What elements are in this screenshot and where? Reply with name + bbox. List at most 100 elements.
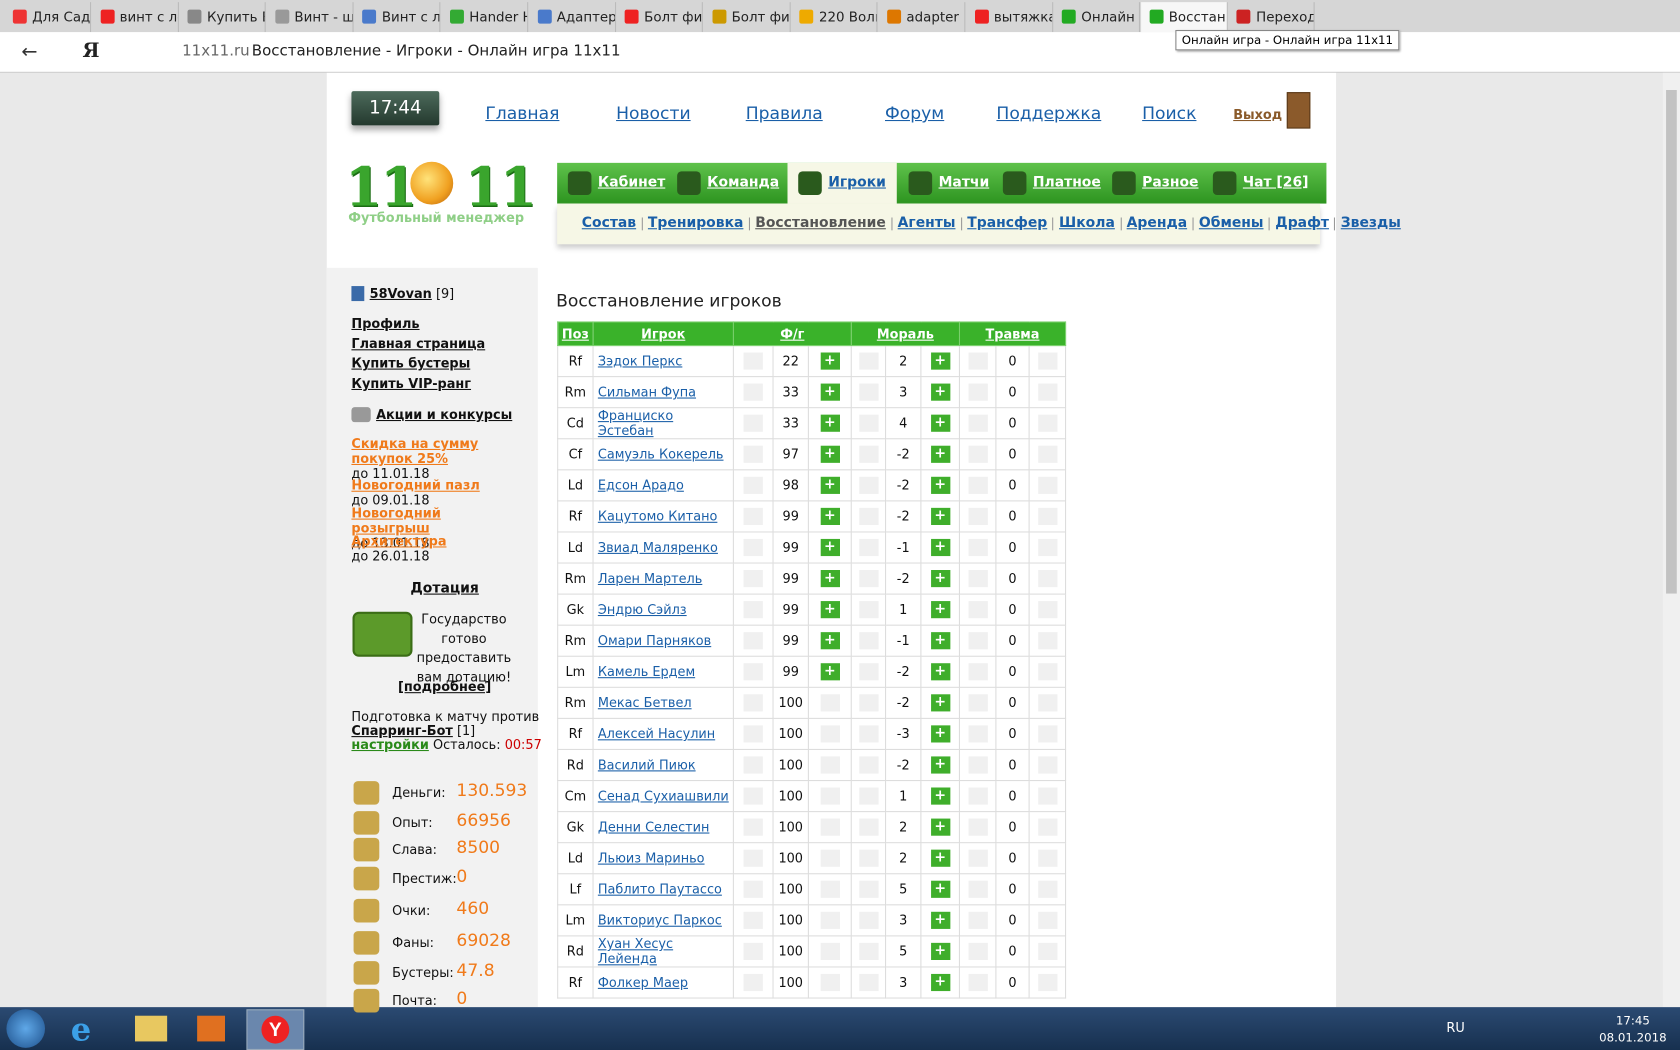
plus-button[interactable]: +	[930, 942, 950, 961]
column-header[interactable]: Мораль	[850, 321, 961, 347]
plus-button[interactable]: +	[930, 445, 950, 463]
browser-tab[interactable]: Для Сада	[4, 2, 92, 33]
start-button[interactable]	[6, 1009, 46, 1048]
player-name[interactable]: Самуэль Кокерель	[597, 446, 724, 462]
sub-nav-link[interactable]: Обмены	[1192, 216, 1268, 230]
plus-button[interactable]: +	[930, 973, 950, 992]
browser-tab[interactable]: вытяжка с	[966, 2, 1053, 33]
player-name[interactable]: Звиад Маляренко	[597, 540, 718, 556]
nav-link[interactable]: Главная	[485, 102, 560, 124]
promo-title[interactable]: Скидка на сумму покупок 25%	[351, 436, 479, 467]
back-button[interactable]: ←	[21, 40, 38, 64]
player-name[interactable]: Паблито Паутассо	[597, 881, 722, 897]
plus-button[interactable]: +	[930, 725, 950, 743]
plus-button[interactable]: +	[930, 414, 950, 432]
plus-button[interactable]: +	[930, 818, 950, 836]
sub-nav-link[interactable]: Восстановление	[748, 216, 891, 230]
browser-tab[interactable]: 220 Вольт	[791, 2, 878, 33]
player-name[interactable]: Викториус Паркос	[597, 912, 722, 928]
promo-heading[interactable]: Акции и конкурсы	[376, 407, 513, 423]
plus-button[interactable]: +	[930, 476, 950, 494]
plus-button[interactable]: +	[820, 352, 840, 370]
sidebar-link[interactable]: Купить VIP-ранг	[351, 376, 472, 392]
plus-button[interactable]: +	[930, 538, 950, 557]
plus-button[interactable]: +	[930, 352, 950, 370]
player-name[interactable]: Камель Ердем	[597, 664, 696, 680]
main-tab[interactable]: Платное	[1002, 163, 1101, 204]
browser-tab[interactable]: Адаптер Г	[529, 2, 616, 33]
yandex-button[interactable]: Я	[82, 39, 100, 63]
ie-icon[interactable]: e	[70, 1011, 92, 1049]
column-header[interactable]: Травма	[958, 321, 1067, 347]
nav-link[interactable]: Правила	[745, 102, 823, 124]
grant-more[interactable]: [подробнее]	[398, 679, 492, 695]
main-tab[interactable]: Матчи	[908, 163, 989, 204]
plus-button[interactable]: +	[820, 383, 840, 401]
player-name[interactable]: Льюиз Мариньо	[597, 850, 705, 866]
browser-tab[interactable]: Переходн	[1228, 2, 1316, 33]
plus-button[interactable]: +	[820, 601, 840, 619]
grant-heading[interactable]: Дотация	[410, 580, 479, 597]
sub-nav-link[interactable]: Тренировка	[641, 216, 748, 230]
user-name[interactable]: 58Vovan	[369, 286, 432, 302]
logo[interactable]: 11 11	[345, 155, 537, 218]
player-name[interactable]: Алексей Насулин	[597, 726, 716, 742]
plus-button[interactable]: +	[820, 414, 840, 432]
browser-tab[interactable]: Винт - шу	[267, 2, 354, 33]
plus-button[interactable]: +	[930, 756, 950, 774]
player-name[interactable]: Сильман Фупа	[597, 384, 697, 400]
browser-tab[interactable]: Hander HF	[441, 2, 529, 33]
url-title[interactable]: Восстановление - Игроки - Онлайн игра 11…	[251, 42, 621, 61]
plus-button[interactable]: +	[930, 694, 950, 712]
plus-button[interactable]: +	[820, 632, 840, 650]
plus-button[interactable]: +	[820, 507, 840, 526]
tray-date[interactable]: 08.01.2018	[1599, 1030, 1667, 1045]
browser-tab[interactable]: Болт фикс	[616, 2, 704, 33]
sub-nav-link[interactable]: Агенты	[891, 216, 961, 230]
plus-button[interactable]: +	[930, 849, 950, 867]
yandex-task[interactable]: Y	[246, 1009, 305, 1050]
player-name[interactable]: Денни Селестин	[597, 819, 710, 835]
sub-nav-link[interactable]: Состав	[581, 215, 637, 232]
url-domain[interactable]: 11x11.ru	[182, 42, 250, 61]
player-name[interactable]: Фолкер Маер	[597, 975, 688, 991]
plus-button[interactable]: +	[930, 663, 950, 681]
plus-button[interactable]: +	[930, 570, 950, 588]
explorer-icon[interactable]	[135, 1015, 168, 1042]
player-name[interactable]: Кацутомо Китано	[597, 508, 718, 524]
sidebar-link[interactable]: Главная страница	[351, 336, 486, 352]
column-header[interactable]: Поз	[557, 321, 594, 347]
nav-link[interactable]: Поиск	[1142, 102, 1197, 124]
player-name[interactable]: Хуан Хесус Лейенда	[597, 936, 674, 967]
player-name[interactable]: Едсон Арадо	[597, 477, 684, 493]
browser-tab[interactable]: adapter 1.	[879, 2, 966, 33]
logout-link[interactable]: Выход	[1233, 107, 1283, 123]
plus-button[interactable]: +	[930, 911, 950, 929]
main-tab[interactable]: Кабинет	[567, 163, 665, 204]
main-tab[interactable]: Команда	[677, 163, 779, 204]
browser-tab[interactable]: Купить Ви	[179, 2, 266, 33]
main-tab[interactable]: Игроки	[787, 162, 897, 204]
player-name[interactable]: Эндрю Сэйлз	[597, 602, 687, 618]
plus-button[interactable]: +	[930, 383, 950, 401]
sub-nav-link[interactable]: Драфт	[1268, 216, 1334, 230]
plus-button[interactable]: +	[930, 601, 950, 619]
plus-button[interactable]: +	[820, 538, 840, 557]
player-name[interactable]: Ларен Мартель	[597, 571, 703, 587]
column-header[interactable]: Ф/г	[732, 321, 852, 347]
browser-tab[interactable]: Болт фикс	[704, 2, 791, 33]
plus-button[interactable]: +	[820, 445, 840, 463]
player-name[interactable]: Зэдок Перкс	[597, 353, 683, 369]
plus-button[interactable]: +	[930, 507, 950, 526]
main-tab[interactable]: Разное	[1112, 163, 1198, 204]
plus-button[interactable]: +	[930, 632, 950, 650]
nav-link[interactable]: Форум	[885, 102, 945, 124]
player-name[interactable]: Франциско Эстебан	[597, 408, 674, 439]
sidebar-link[interactable]: Профиль	[351, 316, 420, 332]
lang[interactable]: RU	[1446, 1020, 1465, 1036]
media-icon[interactable]	[197, 1015, 226, 1042]
scroll-thumb[interactable]	[1666, 90, 1677, 594]
main-tab[interactable]: Чат [26]	[1212, 163, 1309, 204]
plus-button[interactable]: +	[820, 663, 840, 681]
player-name[interactable]: Омари Парняков	[597, 633, 712, 649]
